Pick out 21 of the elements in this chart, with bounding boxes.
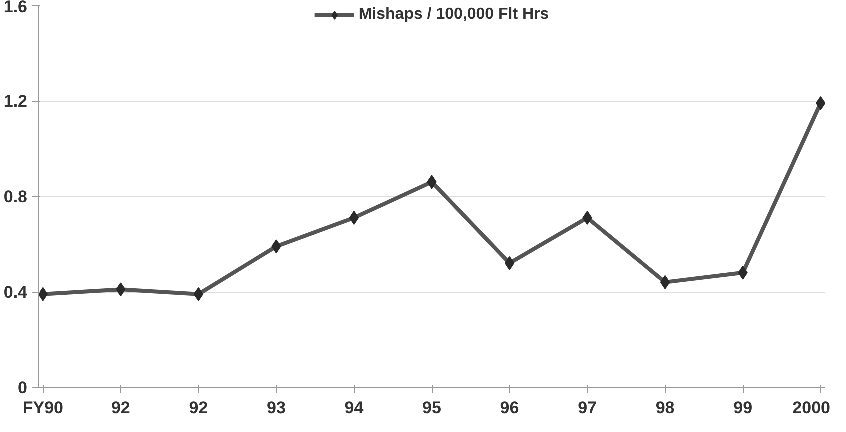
x-tick-label: 93 — [267, 398, 286, 418]
y-tick-label: 0.8 — [4, 188, 28, 206]
x-tick-label: 99 — [734, 398, 753, 418]
x-tick-label: 95 — [422, 398, 442, 418]
x-tick-label: 97 — [578, 398, 597, 418]
y-tick-label: 0 — [18, 378, 28, 398]
x-tick-label: 92 — [111, 398, 130, 418]
x-tick-label: 94 — [344, 398, 364, 418]
x-tick-label: 2000 — [792, 398, 831, 418]
point — [194, 287, 204, 302]
point — [349, 210, 360, 225]
legend-label: Mishaps / 100,000 Flt Hrs — [358, 6, 550, 24]
point — [504, 256, 515, 270]
x-tick-label: 96 — [500, 398, 520, 418]
x-tick-label: 92 — [189, 398, 208, 418]
x-tick-label: 98 — [656, 398, 675, 418]
y-tick-label: 1.6 — [4, 0, 28, 16]
y-tick-label: 1.2 — [4, 92, 28, 111]
y-tick-label: 0.4 — [4, 283, 28, 302]
point — [660, 275, 670, 290]
x-tick-label: FY90 — [22, 398, 64, 418]
